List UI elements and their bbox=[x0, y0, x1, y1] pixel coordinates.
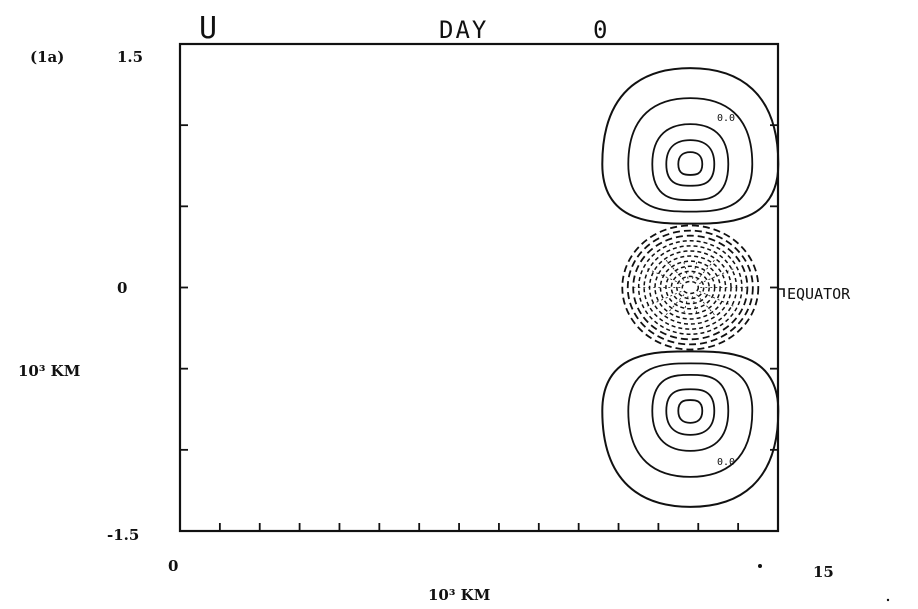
contour-lines bbox=[601, 67, 780, 508]
core-texture-line bbox=[644, 267, 682, 284]
y-axis-label: 10³ KM bbox=[18, 362, 80, 380]
x-axis-label: 10³ KM bbox=[428, 586, 490, 604]
negative-core-contour bbox=[654, 255, 727, 320]
equator-annotation: EQUATOR bbox=[787, 285, 851, 303]
negative-core-contour bbox=[681, 280, 700, 295]
upper-lobe-contour bbox=[677, 151, 704, 176]
negative-core-contour bbox=[621, 224, 760, 351]
upper-lobe-contour bbox=[665, 139, 716, 187]
chart-title-number: 0 bbox=[593, 16, 607, 44]
core-texture-line bbox=[699, 267, 737, 284]
stray-dot-2 bbox=[886, 598, 890, 602]
core-texture-line bbox=[699, 291, 737, 308]
x-tick-label-start: 0 bbox=[168, 557, 178, 575]
core-texture-line bbox=[683, 261, 689, 279]
chart-title-day: DAY bbox=[439, 16, 488, 44]
upper-lobe-contour bbox=[601, 67, 780, 225]
contour-label-lower: 0.0 bbox=[717, 457, 735, 468]
negative-core-contour bbox=[643, 245, 738, 330]
variable-label: U bbox=[199, 11, 217, 46]
negative-core-contour bbox=[665, 265, 716, 310]
lower-lobe-contour bbox=[651, 373, 730, 452]
contour-label-upper: 0.0 bbox=[717, 113, 735, 124]
axis-ticks bbox=[180, 124, 778, 531]
negative-core-contour bbox=[632, 234, 749, 341]
y-tick-label-zero: 0 bbox=[117, 279, 127, 297]
core-texture-line bbox=[644, 291, 682, 308]
negative-core-contour bbox=[648, 250, 732, 325]
stray-dot bbox=[758, 564, 762, 568]
negative-core-contour bbox=[670, 270, 710, 305]
plot-frame bbox=[178, 42, 780, 533]
lower-lobe-contour bbox=[665, 388, 716, 436]
upper-lobe-contour bbox=[627, 97, 754, 213]
upper-lobe-contour bbox=[651, 123, 730, 202]
negative-core-contour bbox=[659, 260, 721, 315]
x-tick-label-end: 15 bbox=[813, 563, 834, 581]
y-tick-label-bottom: -1.5 bbox=[107, 526, 139, 544]
core-texture-line bbox=[692, 261, 698, 279]
negative-core-contour bbox=[676, 275, 705, 300]
negative-core-contour bbox=[626, 229, 754, 346]
equator-marker bbox=[778, 288, 785, 297]
lower-lobe-contour bbox=[677, 399, 704, 424]
y-tick-label-top: 1.5 bbox=[117, 48, 143, 66]
lower-lobe-contour bbox=[627, 362, 754, 478]
panel-label: (1a) bbox=[30, 48, 64, 66]
lower-lobe-contour bbox=[601, 350, 780, 508]
